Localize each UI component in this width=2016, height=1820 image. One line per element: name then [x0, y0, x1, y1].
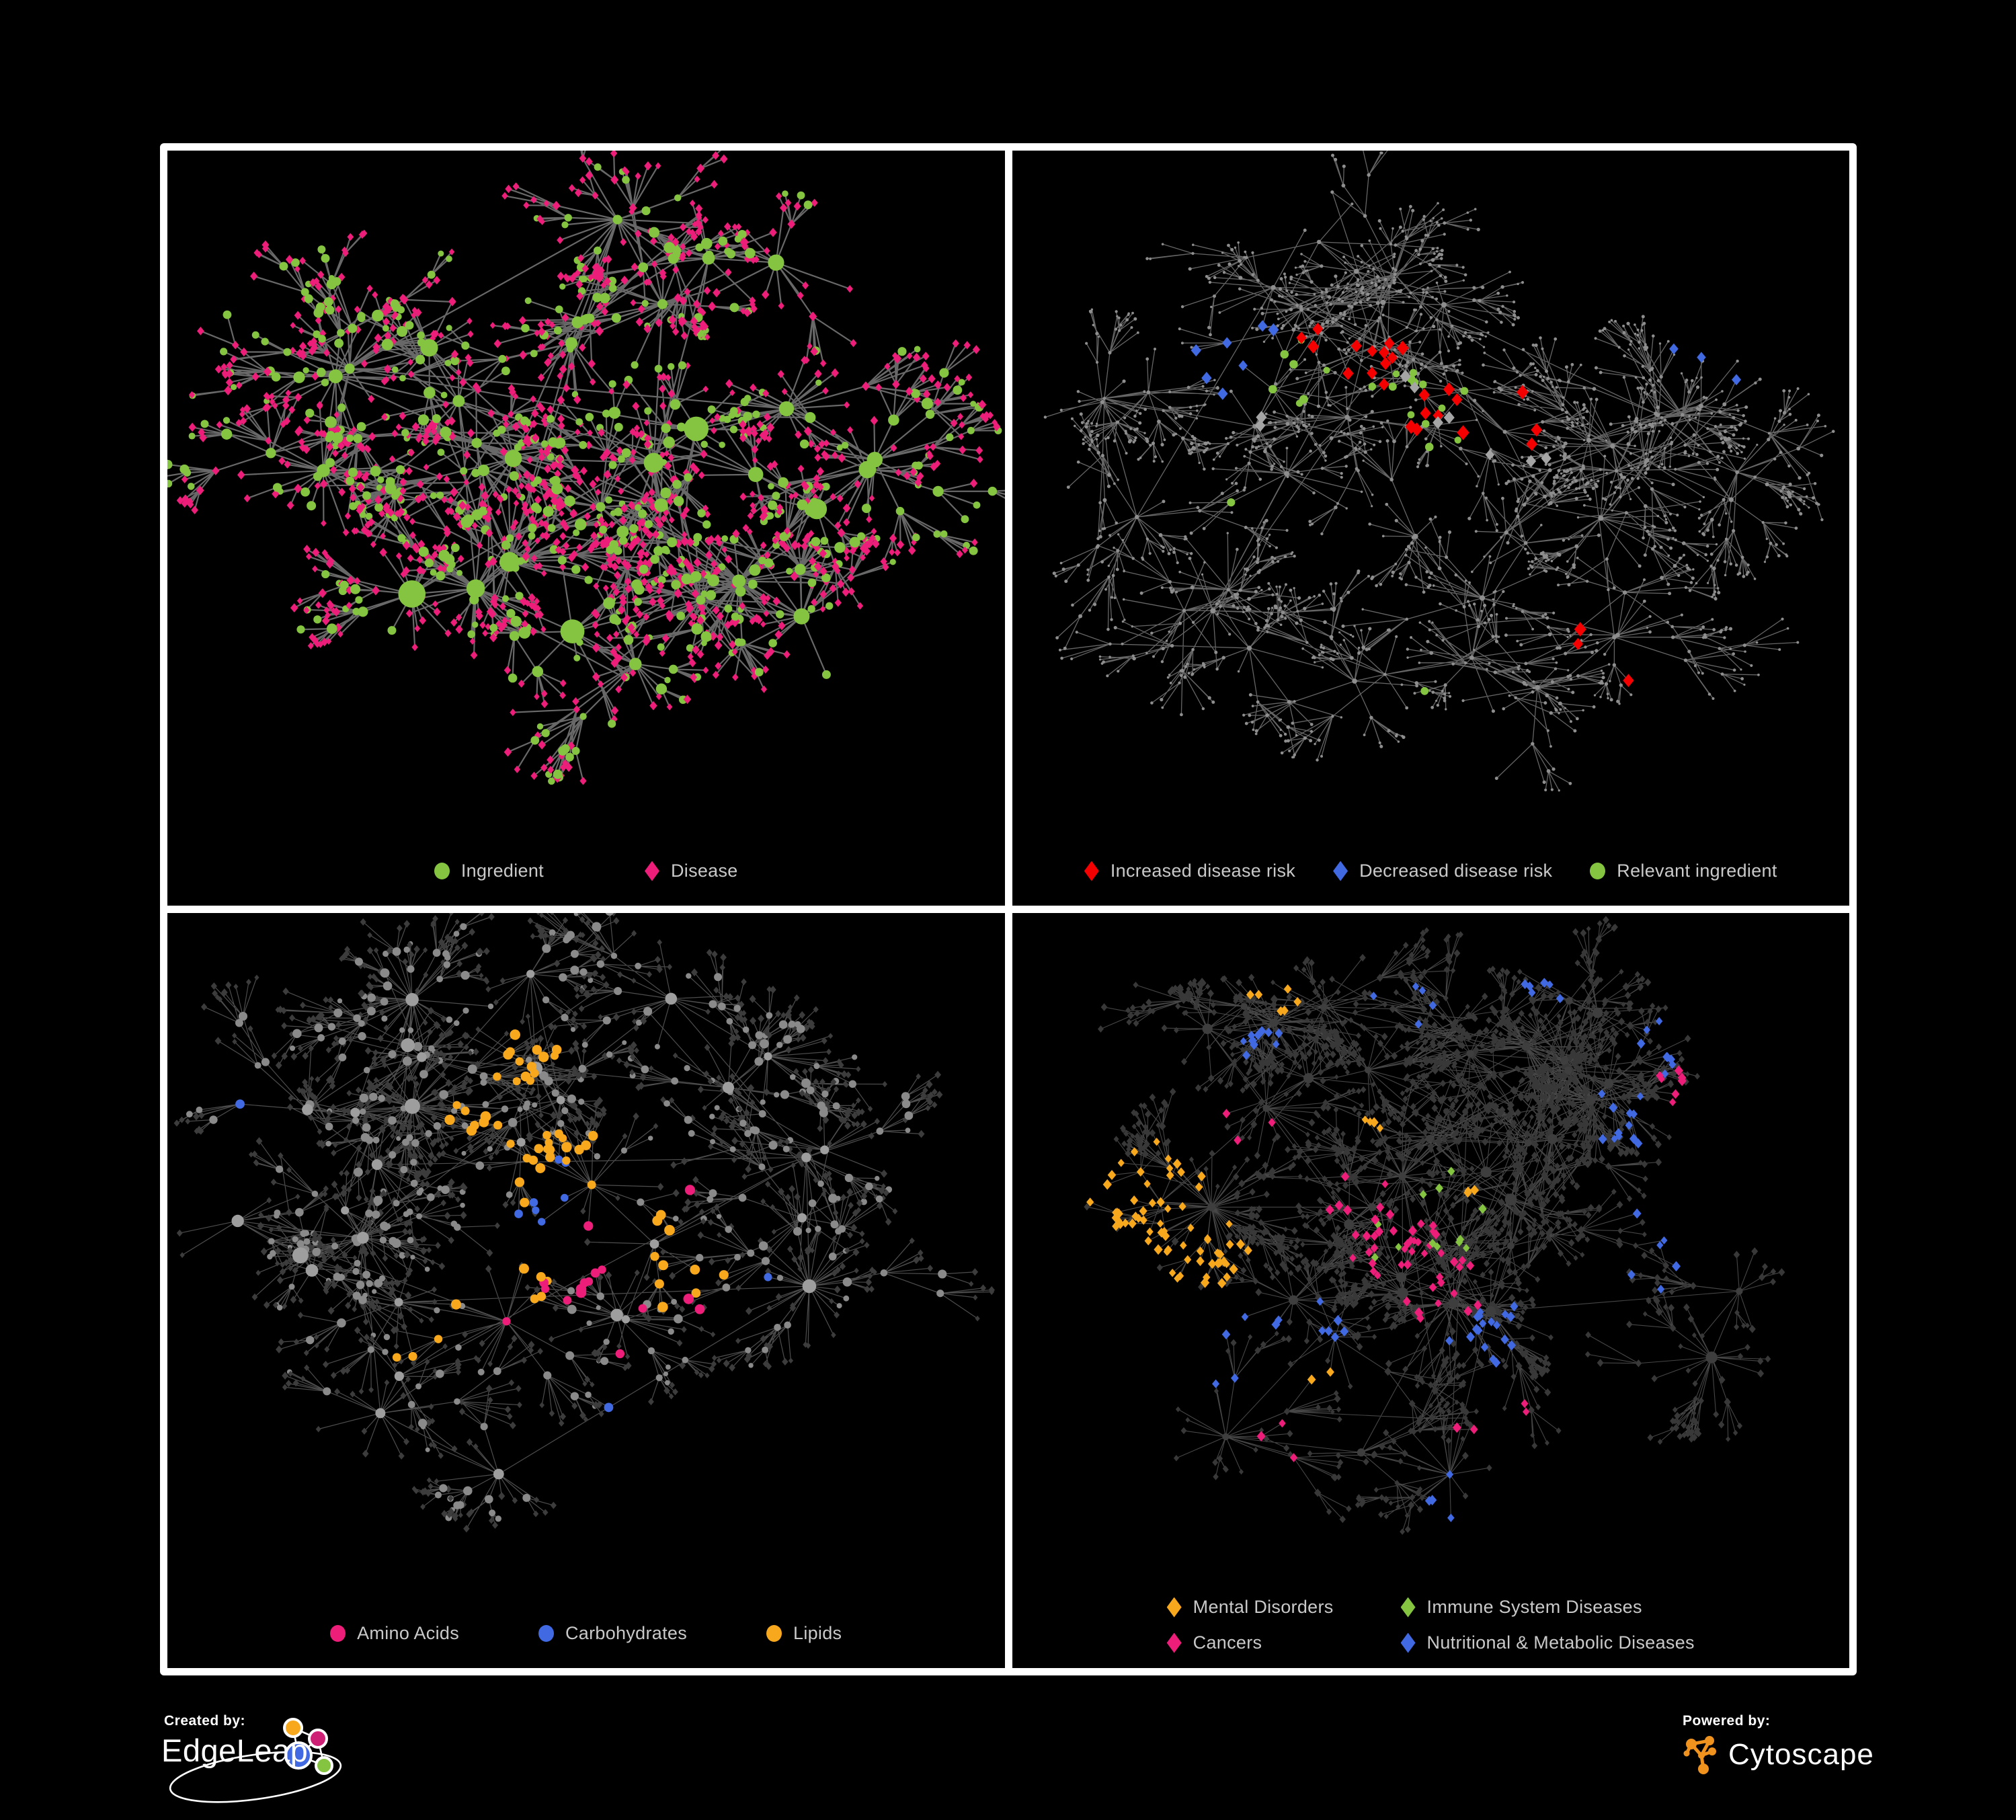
circle-marker-icon: [434, 863, 450, 879]
circle-marker-icon: [1590, 863, 1606, 879]
edgeleap-logo-icon: [169, 1718, 342, 1803]
legend-item: Lipids: [766, 1623, 842, 1644]
legend-label: Nutritional & Metabolic Diseases: [1426, 1632, 1695, 1653]
legend-label: Ingredient: [460, 861, 544, 881]
diamond-marker-icon: [1166, 1632, 1182, 1653]
legend-label: Amino Acids: [357, 1623, 459, 1643]
panel-legend: Mental Disorders Cancers Immune System Dis…: [1012, 1597, 1850, 1653]
legend-item: Disease: [644, 861, 738, 881]
legend-column: Mental Disorders Cancers: [1166, 1597, 1334, 1653]
panel-macronutrients: Amino Acids Carbohydrates Lipids: [167, 913, 1005, 1668]
legend-item: Immune System Diseases: [1400, 1597, 1642, 1618]
panel-network: [1043, 151, 1835, 792]
diamond-marker-icon: [1166, 1597, 1182, 1618]
legend-item: Relevant ingredient: [1590, 861, 1777, 881]
legend-label: Carbohydrates: [565, 1623, 687, 1643]
legend-label: Lipids: [793, 1623, 842, 1643]
legend-item: Increased disease risk: [1084, 861, 1295, 881]
legend-item: Mental Disorders: [1166, 1597, 1334, 1618]
legend-label: Immune System Diseases: [1426, 1597, 1642, 1617]
legend-item: Cancers: [1166, 1632, 1262, 1653]
panel-legend: Amino Acids Carbohydrates Lipids: [167, 1623, 1005, 1644]
powered-by-block: Powered by: Cytoscape: [1683, 1713, 1874, 1776]
legend-column: Immune System Diseases Nutritional & Meta…: [1400, 1597, 1695, 1653]
cytoscape-logo-icon: [1683, 1736, 1716, 1774]
diamond-marker-icon: [1333, 861, 1348, 881]
edgeleap-brand: EdgeLeap: [161, 1733, 309, 1768]
created-by-label: Created by:: [164, 1713, 246, 1729]
legend-label: Mental Disorders: [1193, 1597, 1334, 1617]
legend-label: Cancers: [1193, 1632, 1262, 1653]
created-by-block: Created by: EdgeLeap: [161, 1713, 356, 1817]
legend-item: Carbohydrates: [538, 1623, 687, 1644]
panel-network: [173, 913, 996, 1533]
diamond-marker-icon: [1400, 1597, 1416, 1618]
figure-grid: Ingredient Disease Increased disease risk…: [160, 143, 1857, 1675]
legend-label: Decreased disease risk: [1359, 861, 1553, 881]
legend-label: Disease: [670, 861, 738, 881]
powered-by-label: Powered by:: [1683, 1713, 1771, 1729]
legend-item: Amino Acids: [330, 1623, 459, 1644]
circle-marker-icon: [766, 1625, 782, 1642]
circle-marker-icon: [330, 1625, 346, 1642]
legend-item: Ingredient: [434, 861, 544, 881]
legend-label: Relevant ingredient: [1617, 861, 1777, 881]
panel-legend: Ingredient Disease: [167, 861, 1005, 881]
panel-ingredient-disease: Ingredient Disease: [167, 151, 1005, 906]
panel-network: [167, 151, 1005, 785]
panel-disease-categories: Mental Disorders Cancers Immune System Dis…: [1012, 913, 1850, 1668]
legend-item: Nutritional & Metabolic Diseases: [1400, 1632, 1695, 1653]
panel-disease-risk: Increased disease risk Decreased disease …: [1012, 151, 1850, 906]
diamond-marker-icon: [644, 861, 659, 881]
diamond-marker-icon: [1400, 1632, 1416, 1653]
panel-network: [1083, 916, 1785, 1535]
legend-item: Decreased disease risk: [1333, 861, 1552, 881]
circle-marker-icon: [538, 1625, 554, 1642]
diamond-marker-icon: [1084, 861, 1099, 881]
panel-legend: Increased disease risk Decreased disease …: [1012, 861, 1850, 881]
legend-label: Increased disease risk: [1110, 861, 1296, 881]
cytoscape-brand: Cytoscape: [1728, 1738, 1874, 1771]
